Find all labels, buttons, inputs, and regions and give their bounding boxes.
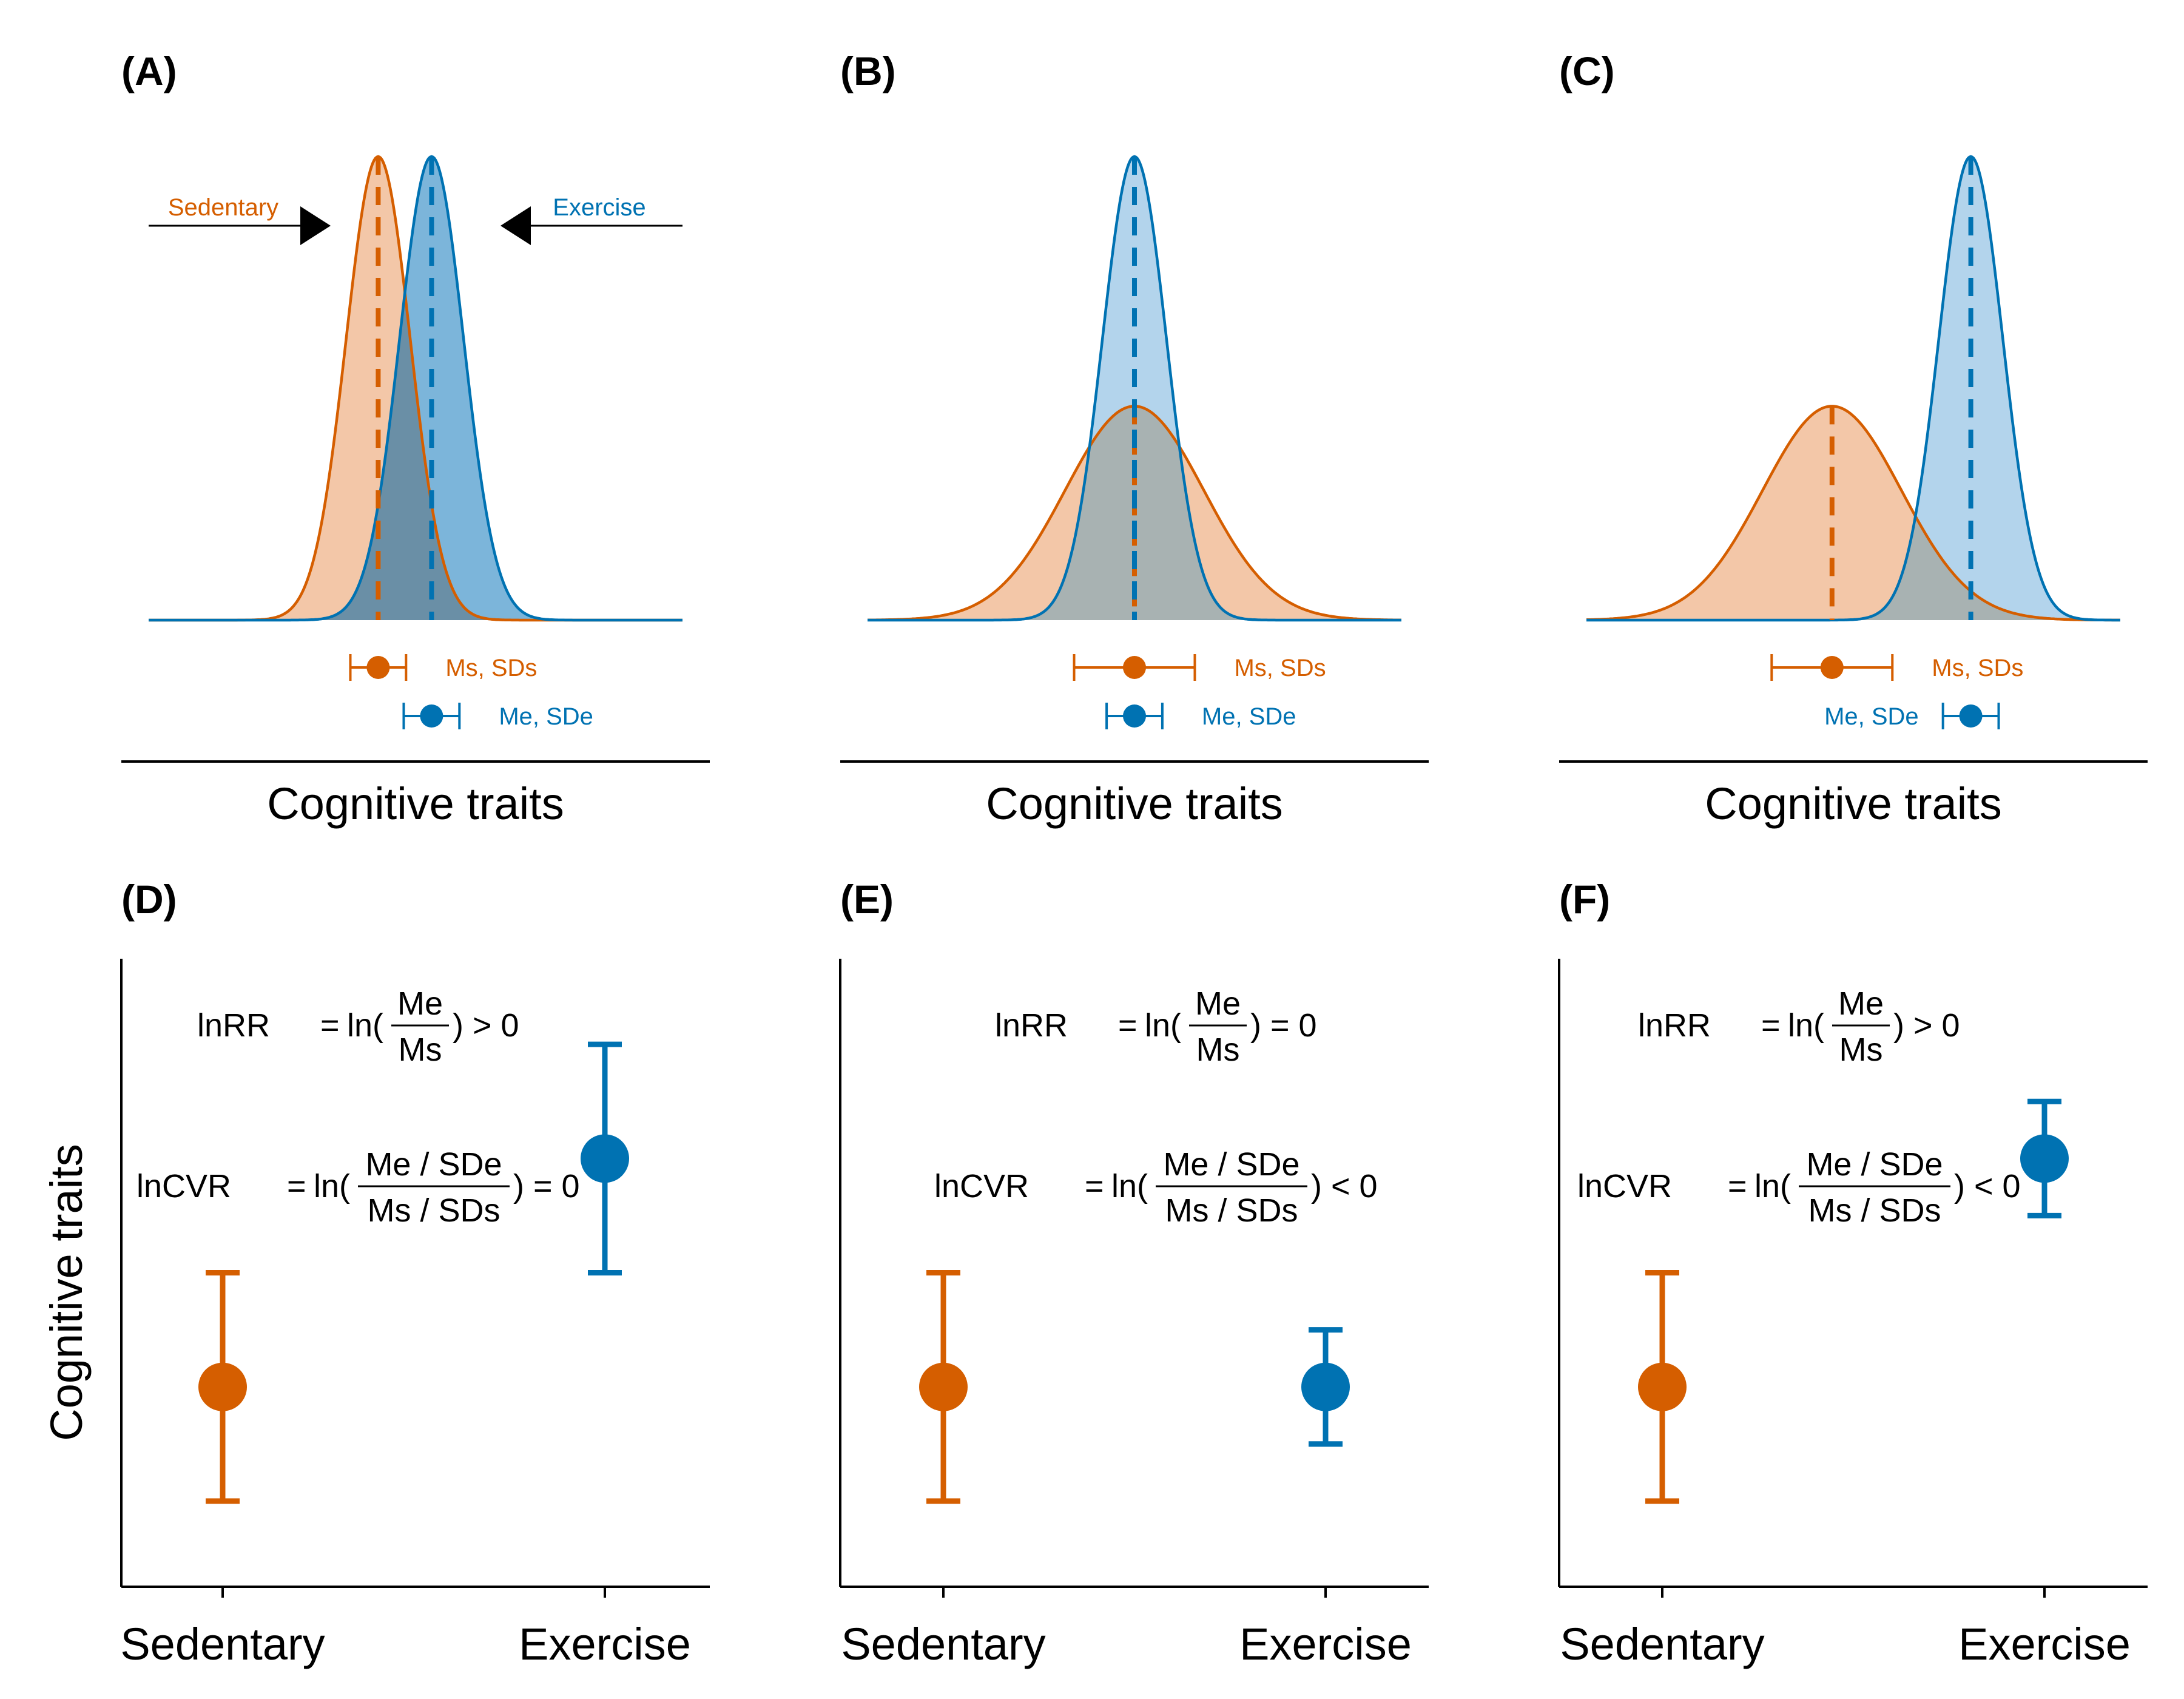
point-label: Ms, SDs: [445, 655, 537, 681]
mean-point: [420, 704, 443, 728]
fraction-numerator: Me / SDe: [1806, 1146, 1943, 1183]
x-tick-label: Sedentary: [1560, 1619, 1764, 1669]
equation-relation: ) > 0: [453, 1007, 519, 1044]
panel-c: Ms, SDs Me, SDe Cognitive traits (C): [1559, 49, 2148, 829]
mean-point: [919, 1362, 968, 1411]
equation-lhs: lnCVR: [1577, 1168, 1672, 1204]
panel-label: (B): [840, 49, 896, 93]
panel-label: (A): [121, 49, 177, 93]
x-tick-label: Sedentary: [120, 1619, 325, 1669]
point-label: Me, SDe: [1202, 703, 1296, 730]
mean-point: [2020, 1134, 2069, 1183]
panel-label: (C): [1559, 49, 1615, 93]
equation-relation: ) < 0: [1954, 1168, 2021, 1204]
lnCVR-equation: lnCVR = ln( Me / SDe Ms / SDs ) < 0: [934, 1146, 1378, 1229]
equation-lhs: lnCVR: [934, 1168, 1029, 1204]
equation-ln: ln(: [1111, 1168, 1148, 1204]
panel-label: (D): [121, 877, 177, 922]
mean-point: [366, 656, 390, 679]
equation-ln: ln(: [314, 1168, 350, 1204]
mean-point: [198, 1362, 247, 1411]
lnCVR-equation: lnCVR = ln( Me / SDe Ms / SDs ) < 0: [1577, 1146, 2021, 1229]
fraction-denominator: Ms: [1839, 1032, 1883, 1068]
fraction-denominator: Ms / SDs: [367, 1192, 500, 1229]
mean-point: [581, 1134, 629, 1183]
lnRR-equation: lnRR = ln( Me Ms ) > 0: [197, 985, 519, 1068]
arrow-head: [500, 206, 531, 245]
exercise-density-line: [1586, 155, 2120, 622]
equation-relation: ) = 0: [513, 1168, 580, 1204]
panel-a: Ms, SDs Me, SDe Cognitive traits (A) Sedenta…: [121, 49, 710, 829]
fraction-numerator: Me / SDe: [365, 1146, 502, 1183]
equation-relation: ) = 0: [1250, 1007, 1317, 1044]
mean-point: [1301, 1362, 1350, 1411]
equation-lhs: lnRR: [197, 1007, 270, 1044]
equation-relation: ) < 0: [1311, 1168, 1378, 1204]
equation-lhs: lnRR: [1638, 1007, 1711, 1044]
point-label: Ms, SDs: [1932, 655, 2023, 681]
lnRR-equation: lnRR = ln( Me Ms ) = 0: [995, 985, 1317, 1068]
y-axis-label: Cognitive traits: [41, 1144, 92, 1441]
sedentary-density-line: [1586, 405, 2120, 622]
exercise-density-line: [149, 155, 682, 622]
lnRR-equation: lnRR = ln( Me Ms ) > 0: [1638, 985, 1960, 1068]
equation-ln: ln(: [1754, 1168, 1791, 1204]
fraction-denominator: Ms / SDs: [1165, 1192, 1298, 1229]
panel-label: (E): [840, 877, 894, 922]
x-tick-label: Exercise: [1958, 1619, 2131, 1669]
exercise-curve-label: Exercise: [553, 194, 645, 221]
equation-ln: ln(: [1145, 1007, 1181, 1044]
fraction-denominator: Ms: [399, 1032, 442, 1068]
equation-relation: ) > 0: [1893, 1007, 1960, 1044]
exercise-density-area: [1586, 157, 2120, 620]
equals-sign: =: [1085, 1168, 1104, 1204]
sedentary-density-area: [1586, 406, 2120, 620]
equals-sign: =: [287, 1168, 306, 1204]
panel-b: Ms, SDs Me, SDe Cognitive traits (B): [840, 49, 1429, 829]
sedentary-curve-label: Sedentary: [168, 194, 278, 221]
fraction-numerator: Me: [1838, 985, 1884, 1022]
mean-point: [1820, 656, 1844, 679]
point-label: Me, SDe: [1824, 703, 1919, 730]
x-tick-label: Sedentary: [841, 1619, 1045, 1669]
fraction-denominator: Ms: [1196, 1032, 1240, 1068]
mean-point: [1123, 704, 1146, 728]
exercise-density-area: [868, 157, 1401, 620]
equals-sign: =: [1761, 1007, 1781, 1044]
fraction-numerator: Me: [1195, 985, 1241, 1022]
equation-lhs: lnRR: [995, 1007, 1068, 1044]
fraction-numerator: Me: [397, 985, 443, 1022]
equation-ln: ln(: [1788, 1007, 1824, 1044]
mean-point: [1959, 704, 1983, 728]
point-label: Me, SDe: [499, 703, 593, 730]
fraction-denominator: Ms / SDs: [1808, 1192, 1941, 1229]
equals-sign: =: [1728, 1168, 1747, 1204]
equals-sign: =: [320, 1007, 340, 1044]
point-label: Ms, SDs: [1234, 655, 1326, 681]
overlap-density-area: [149, 292, 682, 621]
x-axis-label: Cognitive traits: [267, 779, 564, 829]
equation-lhs: lnCVR: [136, 1168, 231, 1204]
x-axis-label: Cognitive traits: [986, 779, 1282, 829]
equals-sign: =: [1118, 1007, 1138, 1044]
x-tick-label: Exercise: [1239, 1619, 1412, 1669]
lnCVR-equation: lnCVR = ln( Me / SDe Ms / SDs ) = 0: [136, 1146, 580, 1229]
arrow-head: [300, 206, 331, 245]
mean-point: [1123, 656, 1146, 679]
x-axis-label: Cognitive traits: [1705, 779, 2001, 829]
fraction-numerator: Me / SDe: [1163, 1146, 1299, 1183]
panel-label: (F): [1559, 877, 1610, 922]
mean-point: [1638, 1362, 1687, 1411]
x-tick-label: Exercise: [519, 1619, 691, 1669]
equation-ln: ln(: [347, 1007, 383, 1044]
